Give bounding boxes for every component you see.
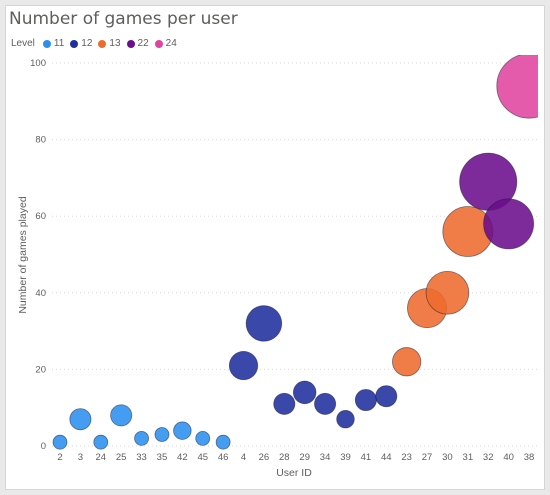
x-tick-44: 44: [381, 452, 392, 463]
point-user-28[interactable]: [273, 392, 296, 415]
legend-item-13[interactable]: 13: [98, 38, 121, 49]
point-user-35[interactable]: [154, 427, 170, 442]
x-tick-45: 45: [197, 452, 208, 463]
point-user-39[interactable]: [336, 409, 355, 429]
point-user-23[interactable]: [392, 347, 422, 377]
legend-swatch-13: [98, 39, 107, 48]
point-user-44[interactable]: [375, 385, 398, 408]
legend-label-24: 24: [165, 38, 177, 49]
point-user-45[interactable]: [195, 430, 211, 446]
x-tick-26: 26: [259, 452, 270, 463]
legend-item-24[interactable]: 24: [154, 38, 177, 49]
x-tick-42: 42: [177, 452, 188, 463]
legend-label-11: 11: [53, 38, 65, 49]
point-user-40[interactable]: [483, 198, 535, 250]
point-user-29[interactable]: [292, 380, 317, 405]
point-user-33[interactable]: [134, 430, 149, 446]
x-tick-40: 40: [503, 452, 514, 463]
point-user-38[interactable]: [496, 54, 550, 119]
legend: Level 11 12 13 22 24: [11, 38, 183, 49]
point-user-46[interactable]: [215, 434, 231, 450]
y-tick-60: 60: [35, 211, 46, 222]
y-tick-labels: 0 20 40 60 80 100: [30, 58, 46, 452]
data-points: [52, 54, 550, 450]
x-tick-2: 2: [57, 452, 62, 463]
point-user-4[interactable]: [228, 350, 259, 381]
y-tick-20: 20: [35, 364, 46, 375]
x-tick-3: 3: [78, 452, 83, 463]
legend-swatch-11: [42, 39, 51, 48]
x-tick-46: 46: [218, 452, 229, 463]
x-tick-35: 35: [157, 452, 168, 463]
x-axis-label: User ID: [276, 467, 312, 479]
point-user-24[interactable]: [93, 434, 109, 450]
point-user-30[interactable]: [425, 270, 470, 315]
legend-swatch-24: [154, 39, 163, 48]
point-user-25[interactable]: [110, 404, 133, 427]
point-user-3[interactable]: [69, 408, 92, 431]
legend-label-22: 22: [137, 38, 149, 49]
x-tick-23: 23: [401, 452, 412, 463]
x-tick-4: 4: [241, 452, 246, 463]
chart-title: Number of games per user: [9, 9, 238, 29]
legend-swatch-12: [70, 39, 79, 48]
x-tick-labels: 2 3 24 25 33 35 42 45 46 4 26 28 29 34 39 41 44 23 27 30 31 3…: [57, 452, 534, 463]
y-tick-80: 80: [35, 135, 46, 146]
legend-item-12[interactable]: 12: [70, 38, 92, 49]
x-tick-24: 24: [95, 452, 106, 463]
legend-title: Level: [11, 38, 35, 49]
x-tick-27: 27: [422, 452, 433, 463]
gridlines: [52, 62, 538, 447]
legend-item-11[interactable]: 11: [42, 38, 65, 49]
x-tick-39: 39: [340, 452, 351, 463]
x-tick-32: 32: [483, 452, 494, 463]
y-tick-100: 100: [30, 58, 46, 69]
y-tick-40: 40: [35, 288, 46, 299]
legend-items: 11 12 13 22 24: [42, 38, 183, 49]
x-tick-28: 28: [279, 452, 290, 463]
legend-item-22[interactable]: 22: [126, 38, 149, 49]
y-axis-label: Number of games played: [17, 196, 29, 313]
x-tick-29: 29: [299, 452, 310, 463]
point-user-26[interactable]: [245, 305, 283, 342]
point-user-42[interactable]: [173, 421, 192, 440]
x-tick-31: 31: [463, 452, 474, 463]
x-tick-41: 41: [361, 452, 372, 463]
y-tick-0: 0: [41, 441, 46, 452]
point-user-34[interactable]: [314, 392, 337, 415]
legend-label-13: 13: [109, 38, 121, 49]
point-user-41[interactable]: [354, 389, 377, 412]
x-tick-33: 33: [136, 452, 147, 463]
x-tick-34: 34: [320, 452, 331, 463]
legend-swatch-22: [126, 39, 135, 48]
x-tick-25: 25: [116, 452, 127, 463]
point-user-2[interactable]: [52, 434, 68, 450]
x-tick-38: 38: [524, 452, 535, 463]
legend-label-12: 12: [81, 38, 93, 49]
x-tick-30: 30: [442, 452, 453, 463]
